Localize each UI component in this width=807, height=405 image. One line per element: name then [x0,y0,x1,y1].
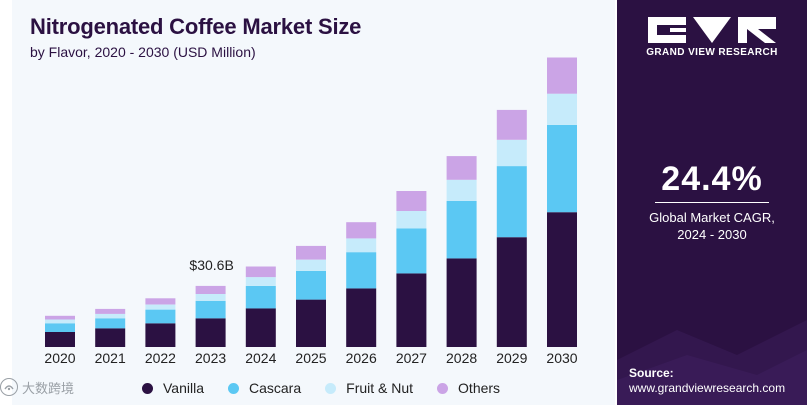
bar-2022-others [145,298,176,305]
bar-2026-vanilla [346,288,377,347]
watermark-logo-icon [0,378,18,396]
legend-swatch-others [437,382,449,394]
grand-view-research-logo [648,17,776,43]
x-tick-label: 2025 [295,350,326,366]
bar-2020-cascara [45,323,75,332]
bar-2020-others [45,315,75,320]
bar-2025-vanilla [296,299,326,347]
bar-2025-cascara [296,270,326,300]
brand-name: GRAND VIEW RESEARCH [646,47,778,58]
legend-label-fruit-nut: Fruit & Nut [346,380,414,396]
bar-2027-vanilla [396,273,427,347]
bar-2023-fruit-nut [195,294,226,301]
bar-2020-fruit-nut [45,319,75,324]
x-tick-label: 2023 [195,350,226,366]
bar-2026-cascara [346,252,377,289]
source-label: Source: [629,366,674,380]
bar-2022-cascara [145,309,176,324]
x-tick-label: 2030 [546,350,577,366]
bar-2027-others [396,191,427,211]
bar-2026-fruit-nut [346,238,377,253]
cagr-value: 24.4% [661,160,763,198]
legend-swatch-fruit-nut [325,382,337,394]
chart-legend: Vanilla Cascara Fruit & Nut Others [142,379,500,397]
bar-2029-cascara [496,166,527,238]
bar-2029-vanilla [496,237,527,347]
bar-2024-cascara [245,285,276,309]
legend-label-cascara: Cascara [249,380,302,396]
legend-item-vanilla: Vanilla [142,380,204,396]
annotation-label: $30.6B [189,257,233,273]
bar-2029-fruit-nut [496,139,527,167]
legend-swatch-vanilla [142,382,153,394]
legend-item-fruit-nut: Fruit & Nut [325,380,413,396]
bar-2030-fruit-nut [547,93,577,125]
bar-2028-vanilla [446,258,477,347]
bar-2023-others [195,285,226,294]
x-tick-label: 2021 [95,350,126,366]
side-panel: GRAND VIEW RESEARCH 24.4% Global Market … [617,0,807,405]
bar-2022-vanilla [145,323,176,347]
bar-2027-fruit-nut [396,211,427,229]
bar-2024-fruit-nut [245,277,276,286]
bar-2026-others [346,222,377,239]
source-block: Source: www.grandviewresearch.com [629,366,785,396]
bar-2025-fruit-nut [296,259,326,271]
cagr-divider [655,202,769,203]
panel-decoration [617,320,807,405]
cagr-label: Global Market CAGR, 2024 - 2030 [617,209,807,243]
bar-2024-others [245,266,276,278]
legend-label-vanilla: Vanilla [163,380,204,396]
legend-item-cascara: Cascara [228,380,301,396]
stacked-bar-chart: 2020 2021 2022 2023 $30.6B 2024 2025 2026 2027 20… [44,57,578,366]
bar-2024-vanilla [245,308,276,347]
bar-2021-others [95,308,126,314]
bar-2021-cascara [95,318,126,329]
bar-2023-cascara [195,300,226,319]
bar-2028-fruit-nut [446,179,477,201]
bar-2030-vanilla [547,212,577,347]
watermark: 大数跨境 [0,376,74,398]
bar-2025-others [296,245,326,260]
bar-2023-vanilla [195,318,226,347]
legend-label-others: Others [458,380,501,396]
x-tick-label: 2022 [145,350,176,366]
bar-2020-vanilla [45,332,75,347]
chart-title: Nitrogenated Coffee Market Size [30,14,362,39]
x-tick-label: 2024 [245,350,276,366]
chart-area: Nitrogenated Coffee Market Size by Flavo… [12,0,615,405]
bar-2021-fruit-nut [95,313,126,319]
chart-subtitle: by Flavor, 2020 - 2030 (USD Million) [30,44,256,60]
legend-swatch-cascara [228,382,239,394]
bar-2021-vanilla [95,328,126,347]
bar-2028-cascara [446,201,477,259]
cagr-label-line1: Global Market CAGR, [649,210,775,225]
x-tick-label: 2026 [346,350,377,366]
bar-2029-others [496,109,527,140]
bar-2022-fruit-nut [145,304,176,310]
cagr-label-line2: 2024 - 2030 [677,227,747,242]
x-tick-label: 2029 [496,350,527,366]
x-tick-label: 2020 [44,350,75,366]
x-tick-label: 2028 [446,350,477,366]
bar-2028-others [446,156,477,180]
legend-item-others: Others [437,380,500,396]
bar-2030-others [547,57,577,94]
source-url[interactable]: www.grandviewresearch.com [629,381,786,395]
bar-2030-cascara [547,124,577,213]
bar-2027-cascara [396,228,427,274]
watermark-text: 大数跨境 [22,380,75,396]
x-tick-label: 2027 [396,350,427,366]
